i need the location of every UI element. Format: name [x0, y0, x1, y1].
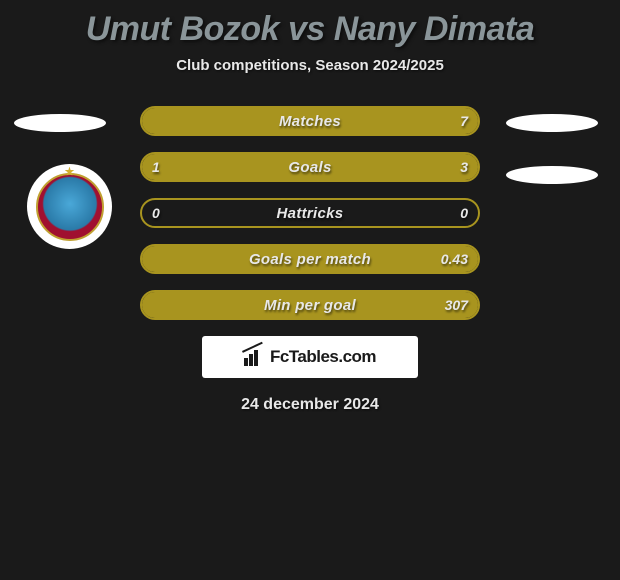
stat-label: Matches: [142, 108, 478, 134]
stat-row: Goals per match0.43: [140, 244, 480, 274]
stat-value-right: 307: [445, 292, 468, 318]
player2-avatar-placeholder: [506, 114, 598, 132]
stat-bars: Matches7 Goals1 3 Hattricks0 0 Goals per matc…: [140, 106, 480, 336]
date-text: 24 december 2024: [0, 396, 620, 414]
page-title: Umut Bozok vs Nany Dimata: [0, 0, 620, 49]
player1-club-logo: [27, 164, 112, 249]
stat-row: Hattricks0 0: [140, 198, 480, 228]
brand-text: FcTables.com: [270, 347, 376, 367]
stat-label: Goals: [142, 154, 478, 180]
brand-box[interactable]: FcTables.com: [202, 336, 418, 378]
stat-label: Hattricks: [142, 200, 478, 226]
trabzonspor-logo-icon: [36, 173, 104, 241]
stat-value-right: 0.43: [441, 246, 468, 272]
stat-row: Matches7: [140, 106, 480, 136]
stat-label: Goals per match: [142, 246, 478, 272]
stat-label: Min per goal: [142, 292, 478, 318]
stat-value-left: 1: [152, 154, 160, 180]
stat-value-right: 0: [460, 200, 468, 226]
stat-value-left: 0: [152, 200, 160, 226]
comparison-widget: Umut Bozok vs Nany Dimata Club competiti…: [0, 0, 620, 74]
fctables-logo-icon: [244, 348, 264, 366]
player1-avatar-placeholder: [14, 114, 106, 132]
player2-club-placeholder: [506, 166, 598, 184]
stat-row: Goals1 3: [140, 152, 480, 182]
stat-row: Min per goal307: [140, 290, 480, 320]
subtitle: Club competitions, Season 2024/2025: [0, 57, 620, 74]
stat-value-right: 3: [460, 154, 468, 180]
stat-value-right: 7: [460, 108, 468, 134]
